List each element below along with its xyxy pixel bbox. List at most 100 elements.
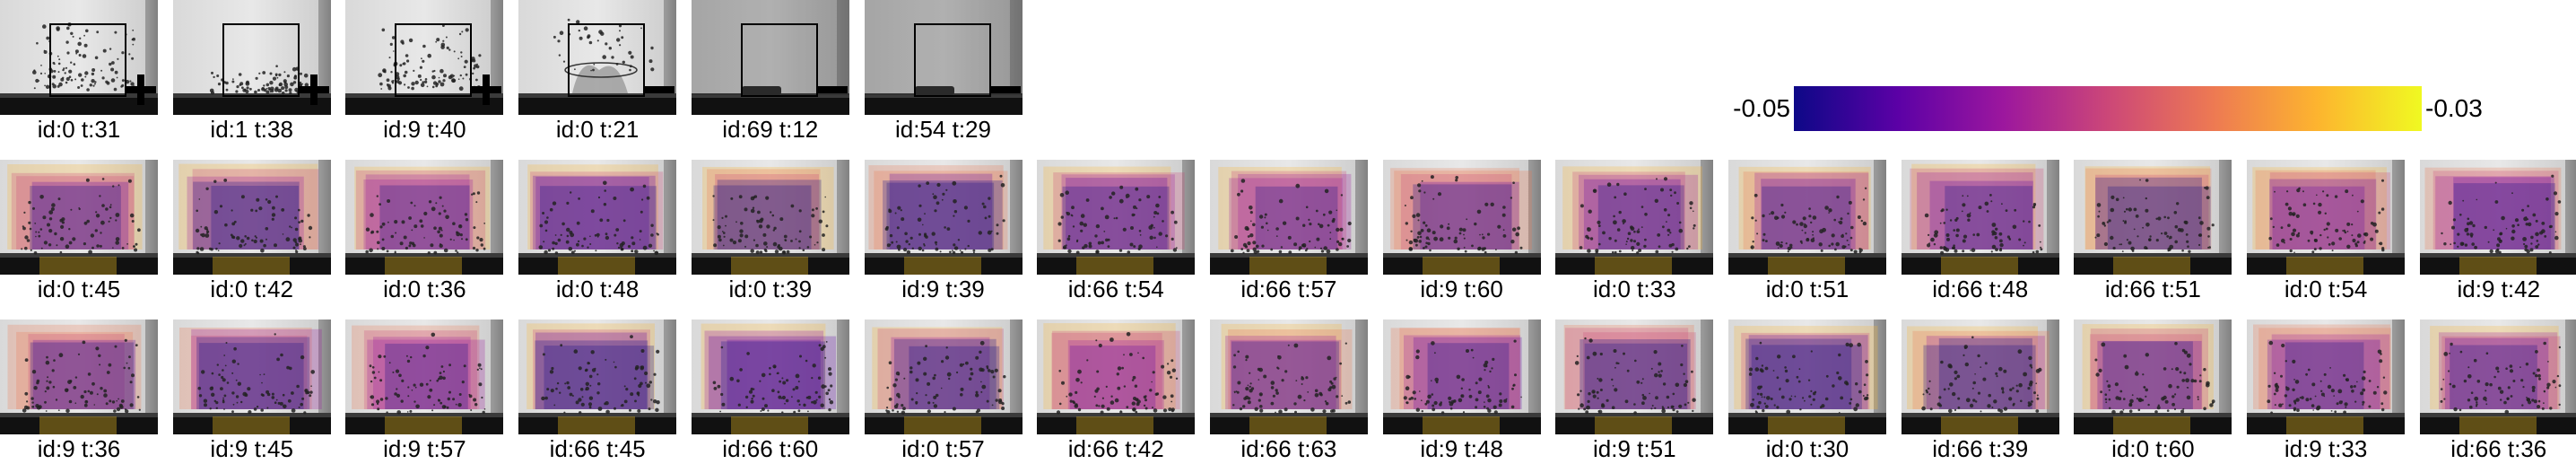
frame-caption: id:0 t:60 [2111,435,2195,462]
heatmap-frame-image [2074,320,2232,434]
heatmap-tile: id:9 t:42 [2419,160,2576,303]
frame-caption: id:9 t:40 [383,116,466,143]
heatmap-frame-image [345,160,504,275]
heatmap-frame-image [1901,320,2059,434]
frame-caption: id:0 t:36 [383,276,466,302]
heatmap-frame-image [1901,160,2059,275]
heatmap-tile: id:0 t:30 [1728,320,1886,463]
frame-caption: id:0 t:45 [37,276,121,302]
heatmap-tile: id:9 t:48 [1382,320,1541,463]
frame-caption: id:0 t:48 [555,276,640,302]
heatmap-tile: id:66 t:60 [691,320,849,463]
heatmap-frame-image [691,160,849,275]
heatmap-tile: id:66 t:39 [1901,320,2059,463]
frame-caption: id:0 t:33 [1593,276,1676,302]
example-tile: id:54 t:29 [864,0,1023,144]
heatmap-frame-image [2419,160,2576,275]
heatmap-tile: id:0 t:42 [172,160,331,303]
frame-caption: id:69 t:12 [722,116,819,143]
frame-caption: id:0 t:54 [2284,276,2368,302]
example-frame-image [345,0,504,115]
heatmap-tile: id:9 t:51 [1555,320,1714,463]
heatmap-tile: id:0 t:45 [0,160,158,303]
frame-caption: id:9 t:36 [37,435,121,462]
heatmap-frame-image [864,160,1023,275]
frame-caption: id:0 t:57 [901,435,985,462]
frame-caption: id:66 t:48 [1932,276,2029,302]
frame-caption: id:0 t:21 [555,116,640,143]
heatmap-tile: id:9 t:39 [864,160,1023,303]
example-tile: id:0 t:31 [0,0,158,144]
colorbar: -0.05 -0.03 [1713,86,2502,131]
frame-caption: id:9 t:51 [1593,435,1676,462]
frame-caption: id:0 t:30 [1765,435,1849,462]
heatmap-tile: id:9 t:57 [345,320,504,463]
frame-caption: id:9 t:57 [383,435,466,462]
heatmap-tile: id:0 t:54 [2247,160,2406,303]
frame-caption: id:9 t:42 [2457,276,2541,302]
frame-caption: id:1 t:38 [210,116,293,143]
heatmap-tile: id:66 t:63 [1209,320,1368,463]
frame-caption: id:66 t:60 [722,435,819,462]
frame-caption: id:66 t:54 [1067,276,1164,302]
heatmap-frame-image [2074,160,2232,275]
example-tile: id:69 t:12 [691,0,849,144]
heatmap-tile: id:0 t:33 [1555,160,1714,303]
example-frame-image [0,0,158,115]
heatmap-frame-image [172,320,331,434]
heatmap-frame-image [691,320,849,434]
heatmap-frame-image [1728,160,1886,275]
colorbar-gradient [1794,86,2422,131]
heatmap-frame-image [0,160,158,275]
frame-caption: id:66 t:57 [1240,276,1337,302]
example-frame-image [691,0,849,115]
heatmap-frame-image [1555,160,1714,275]
example-frame-image [864,0,1023,115]
heatmap-frame-image [1209,320,1368,434]
heatmap-tile: id:9 t:60 [1382,160,1541,303]
heatmap-frame-image [2247,160,2406,275]
heatmap-frame-image [1382,320,1541,434]
frame-caption: id:0 t:51 [1765,276,1849,302]
frame-caption: id:9 t:33 [2284,435,2368,462]
frame-caption: id:9 t:45 [210,435,293,462]
heatmap-frame-image [172,160,331,275]
heatmap-tile: id:66 t:54 [1037,160,1196,303]
colorbar-min-label: -0.05 [1733,94,1790,122]
heatmap-tile: id:66 t:57 [1209,160,1368,303]
heatmap-tile: id:0 t:60 [2074,320,2232,463]
frame-caption: id:9 t:39 [901,276,985,302]
colorbar-max-label: -0.03 [2425,94,2483,122]
heatmap-frame-image [864,320,1023,434]
frame-caption: id:0 t:31 [37,116,121,143]
heatmap-frame-image [1555,320,1714,434]
frame-caption: id:66 t:45 [549,435,646,462]
example-tile: id:1 t:38 [172,0,331,144]
frame-caption: id:54 t:29 [895,116,991,143]
heatmap-tile: id:66 t:48 [1901,160,2059,303]
frame-caption: id:0 t:39 [728,276,813,302]
heatmap-tile: id:66 t:45 [518,320,677,463]
frame-caption: id:66 t:39 [1932,435,2029,462]
heatmap-frame-image [1037,320,1196,434]
frame-caption: id:66 t:51 [2104,276,2201,302]
heatmap-tile: id:0 t:57 [864,320,1023,463]
heatmap-frame-image [1209,160,1368,275]
heatmap-tile: id:0 t:48 [518,160,677,303]
heatmap-tile: id:66 t:36 [2419,320,2576,463]
heatmap-tile: id:0 t:51 [1728,160,1886,303]
heatmap-frame-image [2247,320,2406,434]
heatmap-tile: id:9 t:45 [172,320,331,463]
heatmap-tile: id:0 t:39 [691,160,849,303]
heatmap-tile: id:66 t:51 [2074,160,2232,303]
heatmap-tile: id:66 t:42 [1037,320,1196,463]
heatmap-frame-image [1037,160,1196,275]
heatmap-frame-image [0,320,158,434]
frame-caption: id:9 t:48 [1420,435,1503,462]
example-tile: id:9 t:40 [345,0,504,144]
heatmap-frame-image [518,160,677,275]
frame-caption: id:0 t:42 [210,276,293,302]
heatmap-frame-image [2419,320,2576,434]
heatmap-tile: id:9 t:36 [0,320,158,463]
